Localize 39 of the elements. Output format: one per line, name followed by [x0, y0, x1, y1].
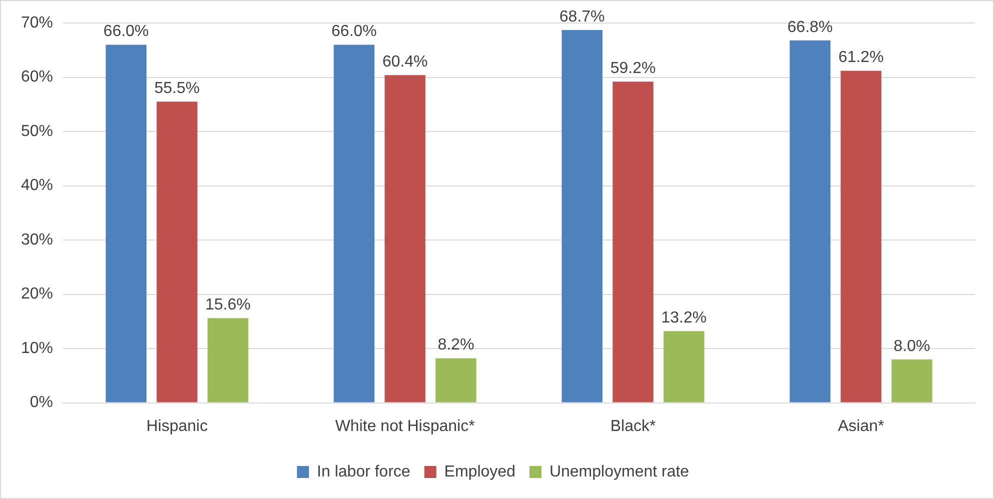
bar: [664, 331, 704, 402]
y-tick-label: 60%: [20, 68, 54, 86]
bar: [562, 30, 602, 402]
bar: [840, 70, 882, 402]
bar: [334, 44, 374, 402]
legend-label: In labor force: [316, 463, 410, 480]
legend-label: Employed: [444, 463, 516, 480]
bar: [436, 358, 476, 402]
data-label: 59.2%: [610, 60, 656, 78]
x-tick-label: Black*: [610, 418, 656, 435]
y-tick-label: 30%: [20, 231, 54, 248]
bar: [384, 75, 426, 402]
bar: [106, 44, 146, 402]
data-label: 8.0%: [894, 338, 930, 355]
bar: [208, 318, 248, 402]
x-tick-label: Hispanic: [146, 418, 208, 435]
bar: [892, 359, 932, 402]
y-tick-label: 0%: [30, 394, 54, 412]
data-label: 66.8%: [787, 18, 833, 36]
data-label: 68.7%: [559, 8, 605, 26]
legend-label: Unemployment rate: [549, 463, 690, 480]
x-tick-label: White not Hispanic*: [335, 418, 475, 435]
data-label: 15.6%: [205, 296, 251, 314]
bar: [790, 40, 830, 402]
data-label: 66.0%: [103, 23, 149, 40]
y-tick-label: 10%: [20, 340, 54, 357]
bar: [156, 102, 198, 402]
y-tick-label: 50%: [20, 122, 54, 140]
data-label: 60.4%: [382, 53, 428, 70]
y-tick-label: 20%: [20, 286, 54, 303]
data-label: 61.2%: [838, 49, 884, 66]
data-label: 13.2%: [661, 310, 707, 327]
y-tick-label: 40%: [20, 177, 54, 194]
x-tick-label: Asian*: [838, 418, 884, 435]
data-label: 8.2%: [438, 336, 474, 354]
bar: [612, 82, 654, 402]
data-label: 55.5%: [154, 80, 200, 98]
data-label: 66.0%: [331, 23, 377, 40]
y-tick-label: 70%: [20, 14, 54, 32]
